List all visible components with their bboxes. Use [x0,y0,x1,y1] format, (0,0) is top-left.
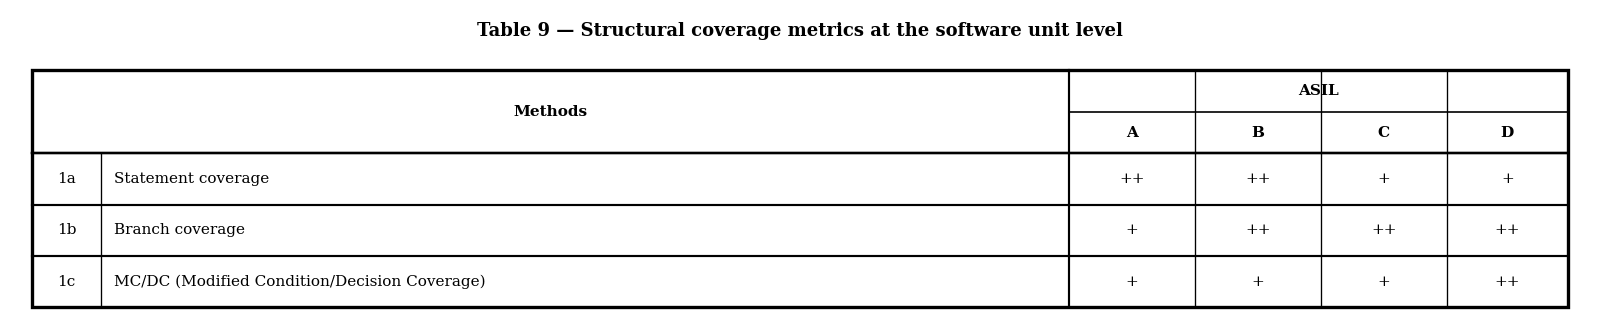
Text: B: B [1251,125,1264,140]
Text: Statement coverage: Statement coverage [114,172,269,186]
Text: C: C [1378,125,1390,140]
Bar [32,70,1568,307]
Text: +: + [1378,172,1390,186]
Text: MC/DC (Modified Condition/Decision Coverage): MC/DC (Modified Condition/Decision Cover… [114,274,485,289]
Text: Methods: Methods [514,105,587,119]
Text: Branch coverage: Branch coverage [114,223,245,237]
Bar [32,70,1568,307]
Text: +: + [1501,172,1514,186]
Text: ++: ++ [1494,223,1520,237]
Text: 1c: 1c [58,275,75,289]
Text: ++: ++ [1245,172,1270,186]
Text: A: A [1126,125,1138,140]
Text: Table 9 — Structural coverage metrics at the software unit level: Table 9 — Structural coverage metrics at… [477,22,1123,40]
Text: +: + [1378,275,1390,289]
Text: ++: ++ [1371,223,1397,237]
Text: ++: ++ [1245,223,1270,237]
Text: +: + [1251,275,1264,289]
Text: +: + [1125,275,1138,289]
Text: ASIL: ASIL [1298,84,1339,98]
Text: ++: ++ [1494,275,1520,289]
Text: D: D [1501,125,1514,140]
Text: ++: ++ [1118,172,1144,186]
Text: +: + [1125,223,1138,237]
Text: 1b: 1b [58,223,77,237]
Text: 1a: 1a [58,172,75,186]
